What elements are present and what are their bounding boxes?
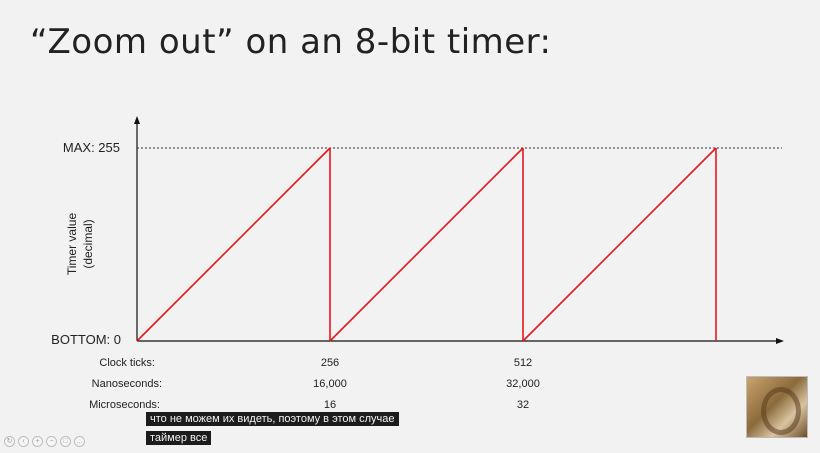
axis-table-value: 512 bbox=[513, 357, 533, 369]
axis-table-value: 32 bbox=[516, 399, 530, 411]
more-icon[interactable]: … bbox=[74, 436, 85, 447]
axis-table-row-label: Microseconds: bbox=[89, 399, 160, 411]
y-axis-label: Timer value bbox=[65, 213, 79, 276]
series-segment bbox=[522, 147, 717, 342]
axis-table-row-label: Clock ticks: bbox=[99, 357, 155, 369]
axis-table-value: 16 bbox=[323, 399, 337, 411]
series-segment bbox=[136, 147, 331, 342]
series-layer bbox=[136, 147, 717, 342]
viewer-controls: ↻ ‹ + − □ … bbox=[4, 436, 85, 447]
back-icon[interactable]: ‹ bbox=[18, 436, 29, 447]
y-tick-max: MAX: 255 bbox=[63, 140, 120, 155]
y-tick-bottom: BOTTOM: 0 bbox=[51, 332, 121, 347]
tick-labels: MAX: 255 BOTTOM: 0 Timer value (decimal) bbox=[51, 140, 121, 347]
zoom-out-icon[interactable]: − bbox=[46, 436, 57, 447]
chart-axes bbox=[134, 116, 784, 344]
subtitle-line-2: таймер все bbox=[146, 431, 212, 445]
series-segment bbox=[329, 147, 524, 342]
subtitle-line-1: что не можем их видеть, поэтому в этом с… bbox=[146, 412, 399, 426]
presenter-thumbnail[interactable] bbox=[746, 376, 808, 438]
slide-title: “Zoom out” on an 8-bit timer: bbox=[30, 22, 552, 62]
x-axis-arrow bbox=[776, 338, 784, 344]
fullscreen-icon[interactable]: □ bbox=[60, 436, 71, 447]
axis-table-value: 16,000 bbox=[313, 378, 347, 390]
rotate-icon[interactable]: ↻ bbox=[4, 436, 15, 447]
axis-table-row-label: Nanoseconds: bbox=[91, 378, 162, 390]
axis-table-value: 32,000 bbox=[506, 378, 540, 390]
y-axis-label-unit: (decimal) bbox=[81, 219, 95, 268]
y-axis-arrow bbox=[134, 116, 140, 124]
zoom-in-icon[interactable]: + bbox=[32, 436, 43, 447]
axis-table-value: 256 bbox=[320, 357, 340, 369]
